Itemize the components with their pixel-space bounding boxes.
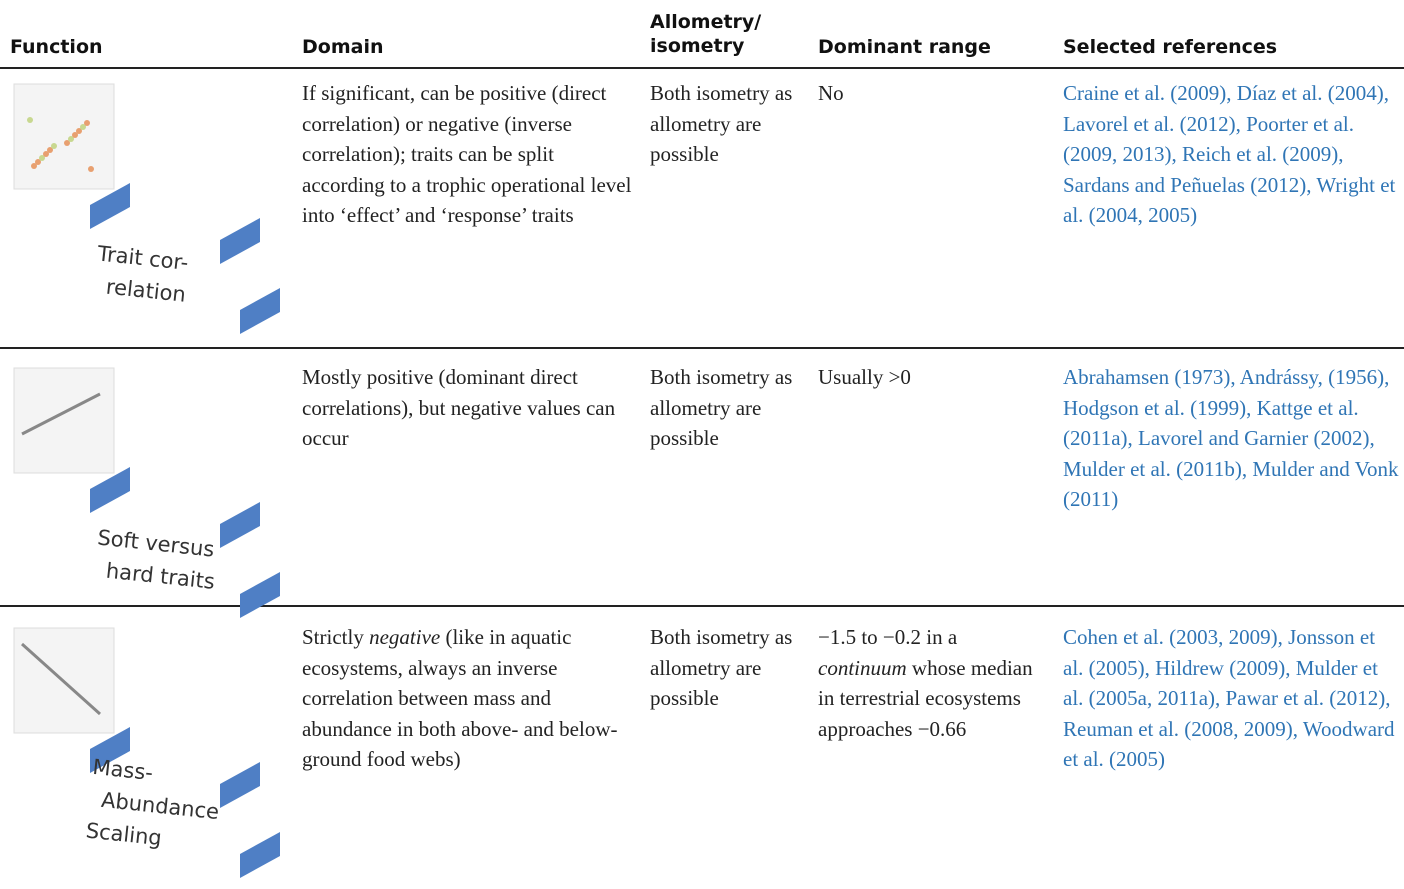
references-cell: Cohen et al. (2003, 2009), Jonsson et al…	[1063, 625, 1395, 771]
icon-label: Mass-	[91, 755, 154, 785]
icon-plane	[220, 218, 260, 264]
icon-plane	[240, 572, 280, 618]
range-cell: −1.5 to −0.2 in a continuum whose median…	[818, 622, 1050, 744]
text-segment: Usually >0	[818, 365, 911, 389]
row-rule	[0, 605, 1404, 607]
text-segment: Mostly positive (dominant direct correla…	[302, 365, 616, 450]
icon-label: Trait cor-	[95, 241, 189, 275]
header-cell: Dominant range	[818, 36, 991, 58]
icon-plot	[13, 83, 115, 190]
function-icon: Trait cor-relation	[13, 83, 280, 334]
icon-plane	[220, 502, 260, 548]
icon-plane	[240, 288, 280, 334]
icon-dot	[76, 128, 82, 134]
icon-dot	[68, 136, 74, 142]
header-cell: Function	[10, 36, 103, 58]
header-rule	[0, 67, 1404, 69]
icon-label: Scaling	[85, 818, 163, 850]
icon-dot	[35, 159, 41, 165]
allometry-cell: Both isometry as allometry are possible	[650, 365, 793, 450]
text-segment: Strictly	[302, 625, 370, 649]
icon-dot	[39, 155, 45, 161]
text-segment: (like in aquatic ecosystems, always an i…	[302, 625, 618, 771]
header-cell: Domain	[302, 36, 384, 58]
icon-dot	[51, 143, 57, 149]
text-segment: whose median in terrestrial ecosystems a…	[818, 655, 1033, 741]
icon-trend	[21, 392, 101, 436]
icon-plane	[90, 183, 130, 229]
icon-plane	[90, 727, 130, 773]
references-cell: Craine et al. (2009), Díaz et al. (2004)…	[1063, 81, 1396, 227]
icon-dot	[88, 166, 94, 172]
icon-plot	[13, 367, 115, 474]
range-cell: Usually >0	[818, 362, 1050, 393]
domain-cell: If significant, can be positive (direct …	[302, 78, 637, 231]
text-segment: If significant, can be positive (direct …	[302, 81, 632, 227]
range-cell: No	[818, 78, 1050, 109]
domain-cell: Strictly negative (like in aquatic ecosy…	[302, 622, 637, 775]
header-cell: Selected references	[1063, 36, 1278, 58]
row-rule	[0, 347, 1404, 349]
domain-cell: Mostly positive (dominant direct correla…	[302, 362, 637, 454]
text-segment: No	[818, 81, 844, 105]
icon-label: Soft versus	[96, 525, 215, 561]
icon-dot	[27, 117, 33, 123]
icon-dot	[64, 140, 70, 146]
icon-label: hard traits	[105, 559, 216, 594]
text-segment: negative	[369, 625, 441, 649]
allometry-cell: Both isometry as allometry are possible	[650, 625, 793, 710]
header-cell: Allometry/ isometry	[650, 11, 762, 57]
icon-plane	[90, 467, 130, 513]
icon-dot	[80, 124, 86, 130]
icon-label: Abundance	[100, 788, 220, 824]
text-segment: −1.5 to −0.2 in a	[818, 625, 958, 649]
icon-dot	[72, 132, 78, 138]
icon-trend	[20, 642, 102, 716]
icon-plane	[240, 832, 280, 878]
icon-plane	[220, 762, 260, 808]
references-cell: Abrahamsen (1973), Andrássy, (1956), Hod…	[1063, 365, 1399, 511]
icon-dot	[47, 147, 53, 153]
icon-dot	[43, 151, 49, 157]
icon-label: relation	[105, 275, 187, 307]
text-segment: continuum	[818, 655, 907, 680]
icon-dot	[84, 120, 90, 126]
allometry-cell: Both isometry as allometry are possible	[650, 81, 793, 166]
icon-dot	[31, 163, 37, 169]
